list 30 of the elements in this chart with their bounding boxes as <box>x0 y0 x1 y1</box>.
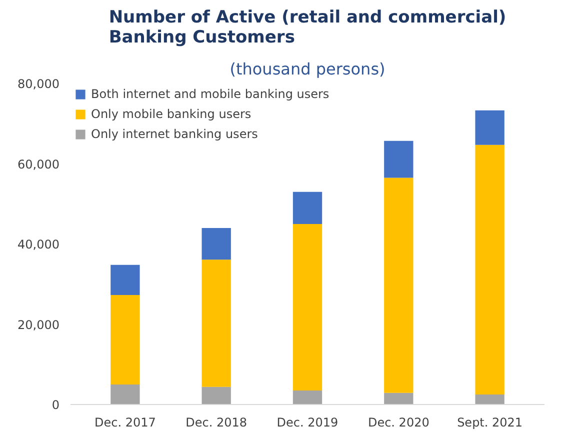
y-tick-label: 40,000 <box>18 238 60 252</box>
y-tick-label: 60,000 <box>18 157 60 172</box>
chart-subtitle: (thousand persons) <box>230 60 386 78</box>
x-tick-label: Dec. 2018 <box>186 416 248 430</box>
bar <box>202 260 231 387</box>
y-tick-label: 20,000 <box>18 318 60 332</box>
bar <box>475 394 504 404</box>
bar <box>475 144 504 394</box>
y-tick-label: 80,000 <box>18 77 60 91</box>
bar <box>202 228 231 260</box>
y-tick-label: 0 <box>52 398 60 412</box>
bar <box>202 386 231 404</box>
chart-title: Number of Active (retail and commercial) Banking Customers <box>108 8 506 48</box>
bar <box>384 392 414 404</box>
legend-label: Only mobile banking users <box>91 107 252 121</box>
legend-label: Both internet and mobile banking users <box>91 87 330 101</box>
bar <box>475 110 504 145</box>
bar <box>110 264 140 295</box>
bar <box>384 140 414 178</box>
bar <box>292 192 322 224</box>
x-tick-label: Dec. 2017 <box>94 416 156 430</box>
x-tick-label: Dec. 2019 <box>276 416 338 430</box>
bar <box>110 384 140 404</box>
legend-label: Only internet banking users <box>91 127 258 141</box>
bar <box>110 294 140 384</box>
bar <box>292 224 322 390</box>
bar <box>384 178 414 393</box>
x-tick-label: Sept. 2021 <box>457 416 523 430</box>
x-tick-label: Dec. 2020 <box>368 416 430 430</box>
bar <box>292 390 322 404</box>
